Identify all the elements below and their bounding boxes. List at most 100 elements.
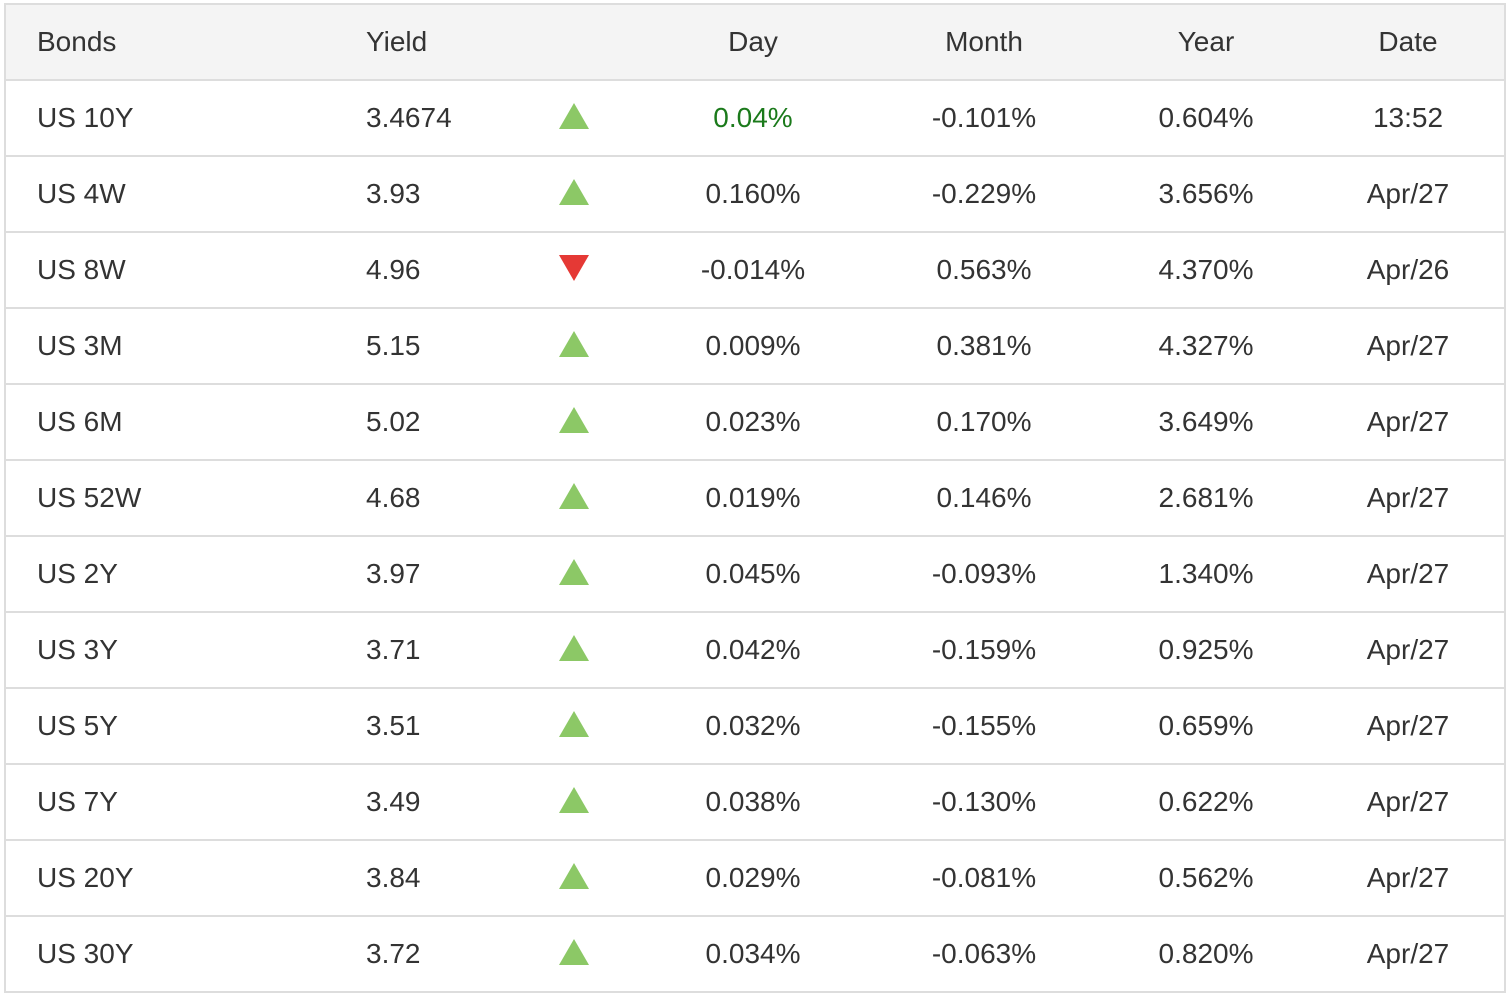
- table-row[interactable]: US 10Y 3.4674 0.04% -0.101% 0.604% 13:52: [6, 81, 1504, 157]
- bond-name[interactable]: US 30Y: [37, 938, 134, 969]
- table-row[interactable]: US 4W 3.93 0.160% -0.229% 3.656% Apr/27: [6, 157, 1504, 233]
- month-change: 0.381%: [936, 330, 1032, 361]
- table-row[interactable]: US 3M 5.15 0.009% 0.381% 4.327% Apr/27: [6, 309, 1504, 385]
- direction-cell: [532, 255, 616, 281]
- year-change: 0.925%: [1158, 634, 1254, 665]
- header-year[interactable]: Year: [1177, 26, 1235, 57]
- bond-name[interactable]: US 7Y: [37, 786, 118, 817]
- year-change: 0.659%: [1158, 710, 1254, 741]
- date-value: Apr/27: [1366, 482, 1450, 513]
- date-value: Apr/27: [1366, 406, 1450, 437]
- bond-name[interactable]: US 3Y: [37, 634, 118, 665]
- table-row[interactable]: US 20Y 3.84 0.029% -0.081% 0.562% Apr/27: [6, 841, 1504, 917]
- date-value: Apr/27: [1366, 862, 1450, 893]
- day-change: 0.038%: [705, 786, 801, 817]
- month-change: -0.093%: [931, 558, 1037, 589]
- table-row[interactable]: US 8W 4.96 -0.014% 0.563% 4.370% Apr/26: [6, 233, 1504, 309]
- table-header: Bonds Yield Day Month Year Date: [6, 5, 1504, 81]
- year-change: 3.649%: [1158, 406, 1254, 437]
- month-change: -0.081%: [931, 862, 1037, 893]
- month-change: 0.146%: [936, 482, 1032, 513]
- bond-name[interactable]: US 10Y: [37, 102, 134, 133]
- year-change: 0.562%: [1158, 862, 1254, 893]
- bond-name[interactable]: US 2Y: [37, 558, 118, 589]
- date-value: Apr/27: [1366, 558, 1450, 589]
- year-change: 4.370%: [1158, 254, 1254, 285]
- year-change: 2.681%: [1158, 482, 1254, 513]
- direction-cell: [532, 711, 616, 737]
- header-yield[interactable]: Yield: [366, 26, 428, 57]
- triangle-down-icon: [559, 255, 589, 281]
- table-row[interactable]: US 3Y 3.71 0.042% -0.159% 0.925% Apr/27: [6, 613, 1504, 689]
- month-change: -0.101%: [931, 102, 1037, 133]
- triangle-up-icon: [559, 863, 589, 889]
- header-date[interactable]: Date: [1378, 26, 1438, 57]
- direction-cell: [532, 179, 616, 205]
- yield-value: 3.71: [366, 634, 421, 665]
- direction-cell: [532, 331, 616, 357]
- month-change: -0.155%: [931, 710, 1037, 741]
- bonds-table: Bonds Yield Day Month Year Date US 10Y 3.…: [4, 3, 1506, 993]
- month-change: -0.063%: [931, 938, 1037, 969]
- triangle-up-icon: [559, 939, 589, 965]
- year-change: 0.622%: [1158, 786, 1254, 817]
- date-value: Apr/27: [1366, 938, 1450, 969]
- yield-value: 3.49: [366, 786, 421, 817]
- table-row[interactable]: US 6M 5.02 0.023% 0.170% 3.649% Apr/27: [6, 385, 1504, 461]
- year-change: 0.604%: [1158, 102, 1254, 133]
- date-value: Apr/27: [1366, 710, 1450, 741]
- direction-cell: [532, 103, 616, 129]
- table-row[interactable]: US 7Y 3.49 0.038% -0.130% 0.622% Apr/27: [6, 765, 1504, 841]
- yield-value: 3.93: [366, 178, 421, 209]
- day-change: 0.04%: [713, 102, 793, 133]
- yield-value: 3.51: [366, 710, 421, 741]
- day-change: 0.042%: [705, 634, 801, 665]
- table-row[interactable]: US 52W 4.68 0.019% 0.146% 2.681% Apr/27: [6, 461, 1504, 537]
- day-change: 0.034%: [705, 938, 801, 969]
- yield-value: 4.68: [366, 482, 421, 513]
- yield-value: 5.02: [366, 406, 421, 437]
- triangle-up-icon: [559, 559, 589, 585]
- day-change: 0.009%: [705, 330, 801, 361]
- bond-name[interactable]: US 8W: [37, 254, 126, 285]
- bond-name[interactable]: US 6M: [37, 406, 123, 437]
- month-change: -0.130%: [931, 786, 1037, 817]
- date-value: Apr/27: [1366, 178, 1450, 209]
- bond-name[interactable]: US 20Y: [37, 862, 134, 893]
- header-day[interactable]: Day: [728, 26, 778, 57]
- day-change: 0.160%: [705, 178, 801, 209]
- month-change: 0.563%: [936, 254, 1032, 285]
- year-change: 1.340%: [1158, 558, 1254, 589]
- day-change: 0.045%: [705, 558, 801, 589]
- header-month[interactable]: Month: [945, 26, 1023, 57]
- month-change: -0.229%: [931, 178, 1037, 209]
- triangle-up-icon: [559, 103, 589, 129]
- month-change: -0.159%: [931, 634, 1037, 665]
- day-change: 0.032%: [705, 710, 801, 741]
- direction-cell: [532, 407, 616, 433]
- triangle-up-icon: [559, 331, 589, 357]
- triangle-up-icon: [559, 711, 589, 737]
- direction-cell: [532, 483, 616, 509]
- triangle-up-icon: [559, 787, 589, 813]
- bond-name[interactable]: US 4W: [37, 178, 126, 209]
- header-bonds[interactable]: Bonds: [37, 26, 117, 57]
- triangle-up-icon: [559, 635, 589, 661]
- table-row[interactable]: US 5Y 3.51 0.032% -0.155% 0.659% Apr/27: [6, 689, 1504, 765]
- triangle-up-icon: [559, 179, 589, 205]
- table-row[interactable]: US 30Y 3.72 0.034% -0.063% 0.820% Apr/27: [6, 917, 1504, 993]
- yield-value: 3.4674: [366, 102, 452, 133]
- bond-name[interactable]: US 5Y: [37, 710, 118, 741]
- triangle-up-icon: [559, 483, 589, 509]
- bond-name[interactable]: US 52W: [37, 482, 142, 513]
- date-value: Apr/27: [1366, 330, 1450, 361]
- yield-value: 5.15: [366, 330, 421, 361]
- bond-name[interactable]: US 3M: [37, 330, 123, 361]
- year-change: 0.820%: [1158, 938, 1254, 969]
- table-row[interactable]: US 2Y 3.97 0.045% -0.093% 1.340% Apr/27: [6, 537, 1504, 613]
- year-change: 3.656%: [1158, 178, 1254, 209]
- direction-cell: [532, 863, 616, 889]
- triangle-up-icon: [559, 407, 589, 433]
- day-change: -0.014%: [700, 254, 806, 285]
- direction-cell: [532, 635, 616, 661]
